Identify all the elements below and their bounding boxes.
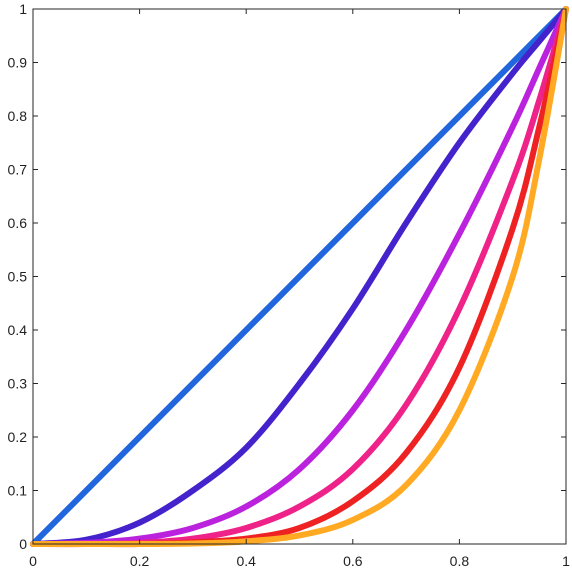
tick-layer: 0 0.2 0.4 0.6 0.8 1 0 0.1 0.2 0.3 0.4 0.5 0.6 0.7 0.8 0… [8, 1, 571, 569]
y-tick-label: 0.2 [8, 429, 28, 445]
x-tick-label: 1 [562, 553, 570, 569]
y-tick-label: 1 [19, 1, 27, 17]
x-tick-label: 0.4 [236, 553, 256, 569]
y-tick-label: 0.9 [8, 55, 28, 71]
series-layer [30, 6, 569, 548]
y-tick-label: 0.5 [8, 269, 28, 285]
y-tick-label: 0.7 [8, 162, 28, 178]
series-line-3 [30, 6, 569, 547]
x-tick-label: 0 [29, 553, 37, 569]
y-tick-label: 0.6 [8, 215, 28, 231]
y-tick-label: 0.4 [8, 322, 28, 338]
series-line-1 [30, 6, 569, 547]
y-tick-label: 0 [19, 536, 27, 552]
x-tick-label: 0.6 [343, 553, 363, 569]
x-tick-label: 0.2 [130, 553, 150, 569]
series-line-2 [30, 6, 569, 547]
x-tick-label: 0.8 [450, 553, 470, 569]
y-tick-label: 0.1 [8, 483, 28, 499]
y-tick-label: 0.8 [8, 108, 28, 124]
y-tick-label: 0.3 [8, 376, 28, 392]
